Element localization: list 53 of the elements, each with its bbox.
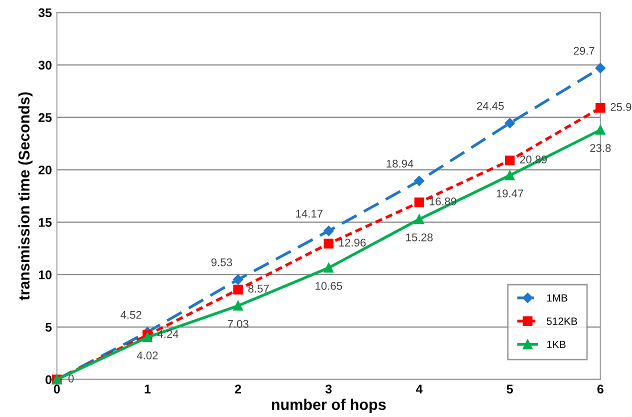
data-label: 24.45: [477, 102, 504, 110]
data-label: 25.9: [610, 103, 632, 111]
data-label: 4.24: [157, 330, 178, 338]
data-label: 12.96: [339, 238, 366, 247]
point: [232, 274, 244, 285]
data-label: 4.52: [120, 310, 142, 319]
x-tick-label: 4: [416, 384, 423, 394]
point: [414, 198, 424, 208]
x-tick-label: 5: [506, 384, 513, 394]
data-label: 4.02: [136, 352, 158, 360]
x-axis-title: number of hops: [272, 398, 386, 414]
point: [414, 176, 424, 186]
y-tick-label: 20: [38, 166, 52, 174]
point: [595, 62, 606, 74]
y-tick-label: 0: [46, 375, 52, 384]
x-tick-label: 2: [235, 384, 242, 394]
data-label: 15.28: [406, 233, 433, 242]
y-tick-label: 5: [45, 322, 52, 332]
data-label: 7.03: [228, 320, 248, 328]
point: [324, 262, 334, 273]
point: [142, 332, 152, 342]
data-label: 10.65: [316, 282, 342, 290]
data-label: 18.94: [386, 160, 414, 168]
point: [504, 170, 515, 180]
legend-label: 512KB: [546, 318, 578, 325]
x-tick-label: 1: [144, 384, 151, 394]
data-label: 9.53: [211, 258, 232, 266]
x-tick-label: 3: [325, 384, 332, 394]
point: [233, 300, 243, 311]
x-tick-label: 0: [54, 384, 60, 394]
point: [596, 103, 606, 113]
data-label: 29.7: [574, 46, 594, 55]
y-tick-label: 15: [38, 218, 52, 227]
y-axis-title: transmission time (Seconds): [18, 92, 33, 300]
point: [324, 226, 334, 236]
data-label: 8.57: [248, 284, 269, 293]
point: [324, 238, 334, 248]
point: [414, 214, 424, 224]
data-label: 23.8: [590, 144, 611, 152]
legend-label: 1KB: [547, 340, 566, 348]
y-tick-label: 10: [38, 270, 52, 280]
y-tick-label: 35: [38, 8, 52, 18]
y-tick-label: 30: [38, 60, 52, 70]
data-label: 0: [68, 374, 74, 382]
point: [504, 156, 515, 166]
point: [233, 284, 243, 294]
data-label: 14.17: [296, 210, 323, 218]
y-tick-label: 25: [38, 113, 52, 122]
point: [504, 118, 515, 128]
x-tick-label: 6: [597, 384, 604, 394]
legend-label: 1MB: [547, 294, 568, 302]
data-label: 19.47: [496, 190, 524, 198]
point: [596, 125, 606, 135]
